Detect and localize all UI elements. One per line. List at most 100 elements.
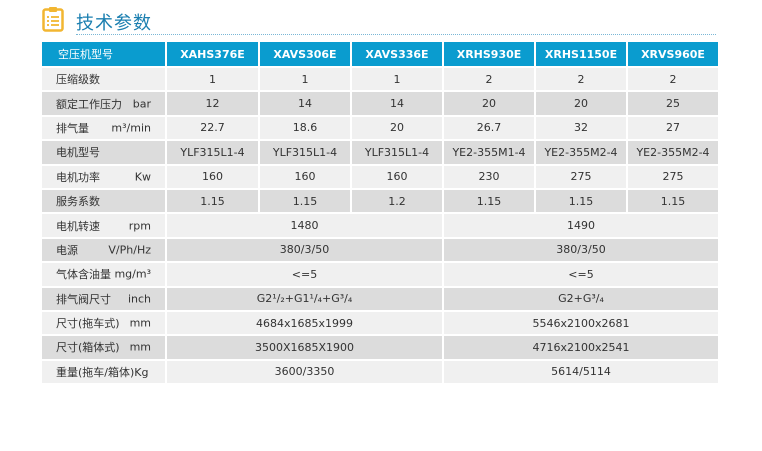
row-label: 压缩级数 [56, 73, 100, 87]
row-unit: mm [129, 316, 151, 330]
row-label-cell: 服务系数 [40, 187, 167, 215]
row-unit: mg/m³ [114, 267, 151, 281]
row-label: 电源 [56, 243, 78, 257]
clipboard-list-icon [42, 7, 64, 32]
header-model-label: 空压机型号 [40, 40, 167, 68]
table-cell: 1.15 [165, 187, 260, 215]
table-cell: 20 [350, 114, 444, 142]
table-row: 电机型号 YLF315L1-4 YLF315L1-4 YLF315L1-4 YE2-35… [40, 139, 720, 166]
table-cell: 160 [258, 163, 352, 190]
row-unit: inch [127, 292, 151, 306]
table-cell: 1.2 [350, 187, 444, 215]
table-cell: 1 [165, 65, 260, 93]
section-header: 技术参数 [40, 6, 716, 35]
merged-cell: 3600/3350 [165, 358, 444, 386]
table-cell: 20 [442, 90, 536, 117]
row-label-cell: 尺寸(拖车式) mm [40, 309, 167, 337]
table-cell: YLF315L1-4 [258, 139, 352, 166]
merged-cell: 3500X1685X1900 [165, 334, 444, 361]
table-cell: 1.15 [442, 187, 536, 215]
table-cell: 1.15 [258, 187, 352, 215]
table-cell: 160 [165, 163, 260, 190]
row-label: 服务系数 [56, 195, 100, 209]
table-cell: 2 [534, 65, 628, 93]
header-model: XRHS930E [442, 40, 536, 68]
row-label: 电机功率 [56, 170, 100, 184]
row-label: 气体含油量 [56, 268, 111, 282]
table-cell: YLF315L1-4 [165, 139, 260, 166]
table-cell: 2 [626, 65, 720, 93]
header-model: XRVS960E [626, 40, 720, 68]
table-row: 排气量 m³/min 22.7 18.6 20 26.7 32 27 [40, 114, 720, 142]
merged-cell: 4684x1685x1999 [165, 309, 444, 337]
row-label: 排气量 [56, 121, 89, 135]
table-row: 额定工作压力 bar 12 14 14 20 20 25 [40, 90, 720, 117]
table-cell: 14 [350, 90, 444, 117]
table-cell: 25 [626, 90, 720, 117]
row-label-cell: 额定工作压力 bar [40, 90, 167, 117]
header-model: XAVS336E [350, 40, 444, 68]
row-label: 重量(拖车/箱体)Kg [56, 365, 149, 379]
row-label: 额定工作压力 [56, 97, 122, 111]
table-cell: 27 [626, 114, 720, 142]
row-unit: Kw [134, 170, 151, 184]
table-cell: 14 [258, 90, 352, 117]
merged-cell: 5614/5114 [442, 358, 720, 386]
row-label: 排气阀尺寸 [56, 292, 111, 306]
merged-cell: G2¹/₂+G1¹/₄+G³/₄ [165, 285, 444, 312]
row-label-cell: 重量(拖车/箱体)Kg [40, 358, 167, 386]
table-cell: 1.15 [626, 187, 720, 215]
table-row: 排气阀尺寸 inch G2¹/₂+G1¹/₄+G³/₄ G2+G³/₄ [40, 285, 720, 312]
merged-cell: 380/3/50 [442, 236, 720, 264]
table-row: 电源 V/Ph/Hz 380/3/50 380/3/50 [40, 236, 720, 264]
table-cell: 1.15 [534, 187, 628, 215]
table-cell: 22.7 [165, 114, 260, 142]
row-label-cell: 电机转速 rpm [40, 212, 167, 239]
table-cell: 12 [165, 90, 260, 117]
table-header-row: 空压机型号 XAHS376E XAVS306E XAVS336E XRHS930… [40, 40, 720, 68]
merged-cell: 4716x2100x2541 [442, 334, 720, 361]
table-row: 尺寸(箱体式) mm 3500X1685X1900 4716x2100x2541 [40, 334, 720, 361]
title-divider [76, 34, 716, 35]
table-row: 服务系数 1.15 1.15 1.2 1.15 1.15 1.15 [40, 187, 720, 215]
row-unit: m³/min [111, 121, 151, 135]
header-model: XRHS1150E [534, 40, 628, 68]
row-label: 尺寸(拖车式) [56, 317, 120, 331]
spec-table: 空压机型号 XAHS376E XAVS306E XAVS336E XRHS930… [40, 40, 720, 386]
table-cell: 275 [626, 163, 720, 190]
table-cell: 26.7 [442, 114, 536, 142]
section-title: 技术参数 [76, 13, 152, 34]
merged-cell: G2+G³/₄ [442, 285, 720, 312]
table-cell: 32 [534, 114, 628, 142]
table-cell: YE2-355M2-4 [534, 139, 628, 166]
table-cell: 1 [350, 65, 444, 93]
table-row: 尺寸(拖车式) mm 4684x1685x1999 5546x2100x2681 [40, 309, 720, 337]
merged-cell: <=5 [165, 261, 444, 288]
table-cell: 18.6 [258, 114, 352, 142]
row-label: 电机型号 [56, 146, 100, 160]
header-model: XAHS376E [165, 40, 260, 68]
table-cell: 2 [442, 65, 536, 93]
row-label: 电机转速 [56, 219, 100, 233]
row-unit: bar [132, 97, 151, 111]
row-label-cell: 排气量 m³/min [40, 114, 167, 142]
merged-cell: <=5 [442, 261, 720, 288]
row-label-cell: 电机功率 Kw [40, 163, 167, 190]
merged-cell: 1490 [442, 212, 720, 239]
row-label-cell: 排气阀尺寸 inch [40, 285, 167, 312]
table-cell: 1 [258, 65, 352, 93]
table-row: 电机转速 rpm 1480 1490 [40, 212, 720, 239]
header-model: XAVS306E [258, 40, 352, 68]
table-cell: 275 [534, 163, 628, 190]
table-cell: 20 [534, 90, 628, 117]
table-body: 压缩级数 1 1 1 2 2 2 额定工作压力 bar 12 14 14 20 20 25 排气量 m³/min… [40, 65, 720, 386]
table-cell: YE2-355M2-4 [626, 139, 720, 166]
merged-cell: 1480 [165, 212, 444, 239]
table-row: 电机功率 Kw 160 160 160 230 275 275 [40, 163, 720, 190]
merged-cell: 5546x2100x2681 [442, 309, 720, 337]
row-label: 尺寸(箱体式) [56, 341, 120, 355]
table-cell: 230 [442, 163, 536, 190]
row-label-cell: 电源 V/Ph/Hz [40, 236, 167, 264]
row-unit: rpm [128, 219, 151, 233]
table-row: 重量(拖车/箱体)Kg 3600/3350 5614/5114 [40, 358, 720, 386]
